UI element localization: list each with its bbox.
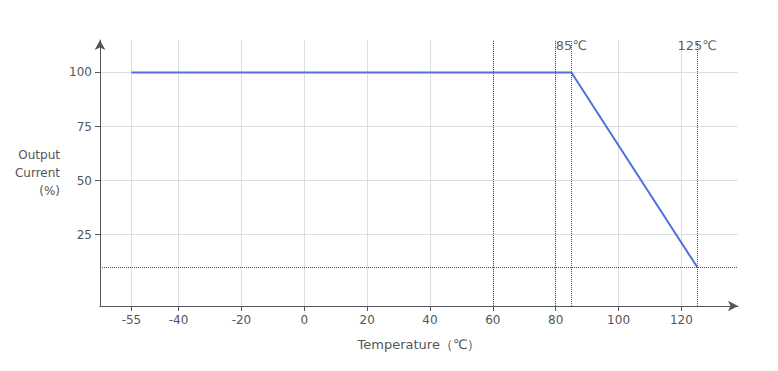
svg-text:-40: -40: [169, 313, 189, 327]
svg-text:Current: Current: [15, 166, 60, 180]
svg-text:25: 25: [77, 228, 92, 242]
svg-text:-20: -20: [232, 313, 252, 327]
svg-text:100: 100: [607, 313, 630, 327]
svg-text:Output: Output: [18, 148, 60, 162]
svg-text:85℃: 85℃: [555, 38, 587, 54]
svg-text:0: 0: [300, 313, 308, 327]
svg-text:20: 20: [360, 313, 375, 327]
svg-text:60: 60: [485, 313, 500, 327]
svg-text:75: 75: [77, 120, 92, 134]
svg-text:-55: -55: [122, 313, 142, 327]
svg-text:100: 100: [69, 65, 92, 79]
svg-text:Temperature（℃）: Temperature（℃）: [357, 337, 481, 352]
svg-text:50: 50: [77, 174, 92, 188]
svg-text:125℃: 125℃: [677, 38, 717, 54]
svg-text:80: 80: [548, 313, 563, 327]
svg-text:(%): (%): [39, 184, 60, 198]
svg-text:40: 40: [422, 313, 437, 327]
svg-text:120: 120: [670, 313, 693, 327]
